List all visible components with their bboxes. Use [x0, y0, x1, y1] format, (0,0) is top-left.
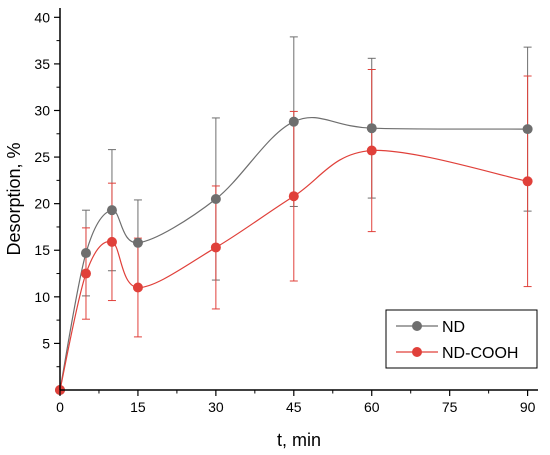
data-point-nd-cooh [80, 268, 91, 279]
x-tick-label: 45 [286, 399, 302, 415]
x-tick-label: 75 [442, 399, 458, 415]
data-point-nd-cooh [132, 282, 143, 293]
y-tick-label: 20 [34, 196, 50, 212]
y-axis-title: Desorption, % [4, 142, 24, 255]
x-axis-title: t, min [277, 430, 321, 450]
y-tick-label: 40 [34, 9, 50, 25]
data-point-nd [210, 194, 221, 204]
y-tick-label: 35 [34, 56, 50, 72]
legend-label-nd: ND [442, 319, 465, 336]
data-point-nd-cooh [210, 242, 221, 253]
x-ticks: 0 15 30 45 60 75 90 [56, 390, 536, 415]
data-point-nd [366, 123, 377, 134]
data-point-nd [80, 248, 91, 259]
data-point-nd-cooh [288, 191, 299, 202]
data-point-nd-cooh [522, 176, 533, 187]
x-tick-label: 90 [520, 399, 536, 415]
x-tick-label: 15 [130, 399, 146, 415]
legend-box [385, 309, 538, 369]
legend-label-nd-cooh: ND-COOH [442, 345, 518, 362]
data-point-nd [522, 124, 533, 135]
x-tick-label: 30 [208, 399, 224, 415]
data-point-nd [288, 116, 299, 127]
axes [59, 8, 538, 391]
data-point-nd-cooh [106, 236, 117, 247]
legend-marker-nd [412, 321, 422, 331]
y-tick-label: 15 [34, 242, 50, 258]
data-point-nd-cooh [366, 145, 377, 156]
x-tick-label: 0 [56, 399, 64, 415]
y-ticks: 5 10 15 20 25 30 35 40 [34, 9, 60, 368]
data-point-nd [132, 237, 143, 248]
points-layer [55, 116, 533, 395]
y-tick-label: 30 [34, 102, 50, 118]
y-tick-label: 5 [42, 335, 50, 351]
y-tick-label: 25 [34, 149, 50, 165]
legend-marker-nd-cooh [412, 347, 422, 357]
x-tick-label: 60 [364, 399, 380, 415]
legend: ND ND-COOH [385, 309, 538, 369]
y-tick-label: 10 [34, 289, 50, 305]
data-point-nd [106, 205, 117, 216]
